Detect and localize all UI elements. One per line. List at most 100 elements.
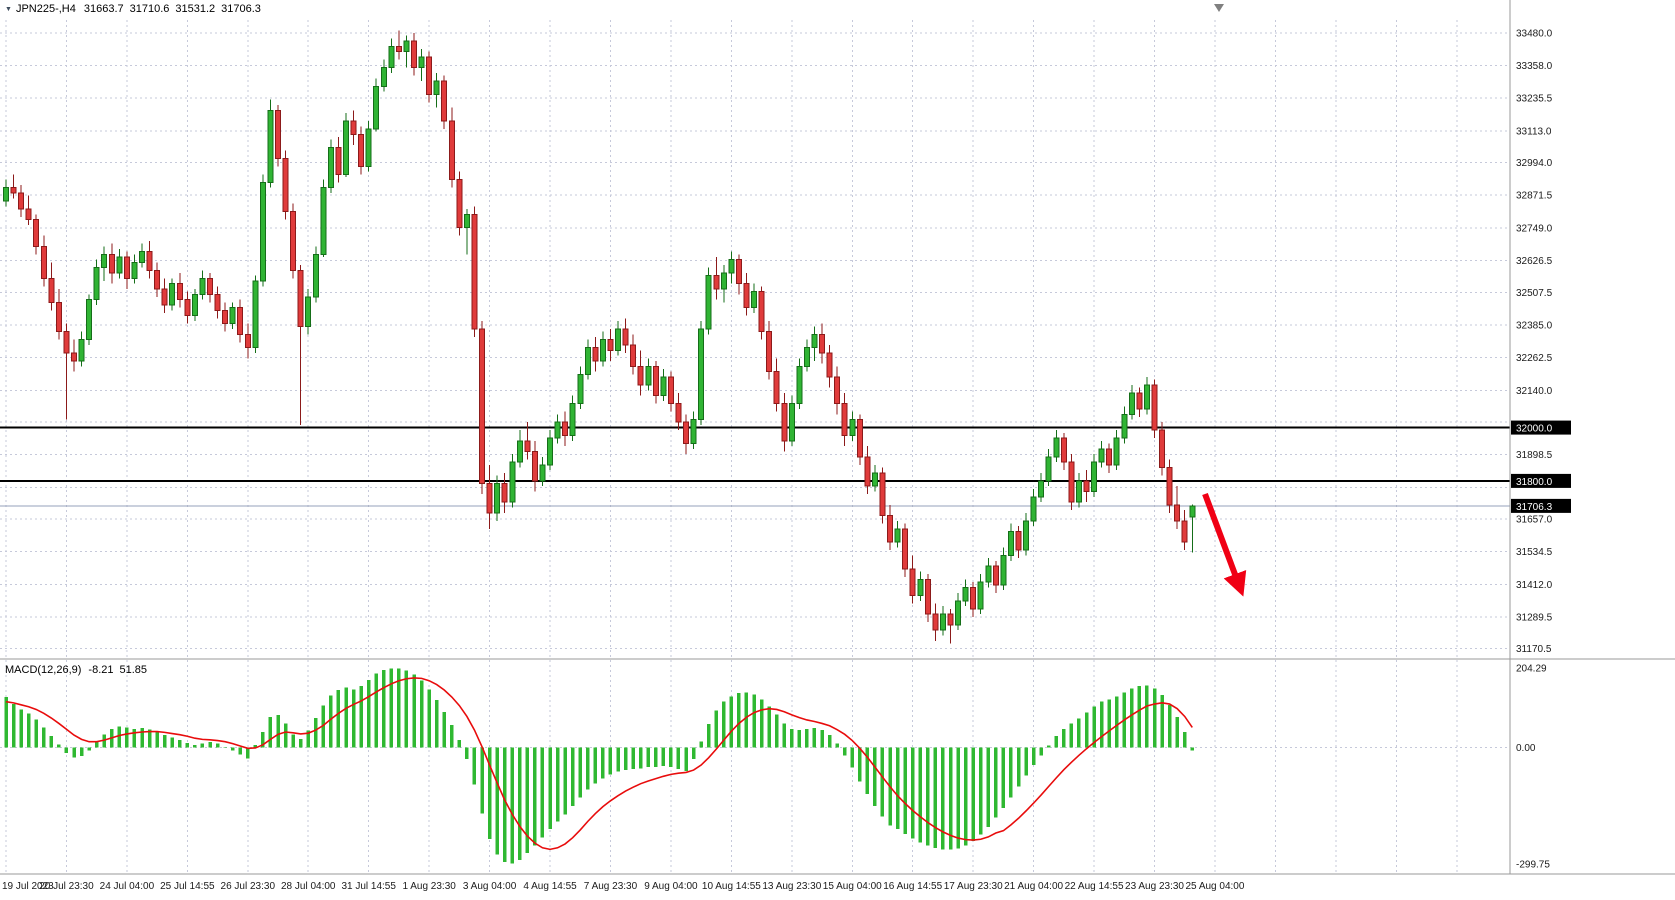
candle [1075, 480, 1082, 503]
candle [86, 299, 93, 341]
candle [803, 347, 810, 367]
candle [970, 587, 977, 610]
candle [116, 256, 123, 274]
candle [10, 187, 17, 194]
macd-histogram [4, 668, 1195, 864]
svg-text:-299.75: -299.75 [1516, 860, 1550, 871]
trend-arrow[interactable] [1202, 492, 1247, 597]
candle [1083, 480, 1090, 493]
candle [327, 147, 334, 189]
svg-text:31657.0: 31657.0 [1516, 515, 1553, 526]
candle [25, 208, 32, 221]
candle [350, 120, 357, 135]
candle [509, 461, 516, 503]
candle [562, 421, 569, 437]
svg-text:33358.0: 33358.0 [1516, 61, 1553, 72]
candle [735, 259, 742, 285]
svg-text:32626.5: 32626.5 [1516, 256, 1553, 267]
candle [917, 579, 924, 597]
svg-text:21 Aug 04:00: 21 Aug 04:00 [1004, 881, 1063, 892]
candle [531, 451, 538, 482]
candle [33, 219, 40, 247]
svg-text:9 Aug 04:00: 9 Aug 04:00 [644, 881, 698, 892]
candle [819, 333, 826, 354]
candle [516, 440, 523, 463]
macd-axis-labels: 204.29 0.00 -299.75 [1516, 664, 1550, 871]
chart-shift-marker[interactable] [1214, 4, 1224, 12]
candle [720, 272, 727, 290]
svg-text:25 Aug 04:00: 25 Aug 04:00 [1185, 881, 1244, 892]
candle [312, 253, 319, 298]
candle [569, 403, 576, 437]
candle [788, 403, 795, 442]
candle [214, 293, 221, 311]
candle [1068, 461, 1075, 503]
svg-text:16 Aug 14:55: 16 Aug 14:55 [883, 881, 942, 892]
candle [932, 613, 939, 631]
svg-text:1 Aug 23:30: 1 Aug 23:30 [402, 881, 456, 892]
candle [554, 421, 561, 439]
candle [40, 245, 47, 279]
svg-text:31170.5: 31170.5 [1516, 644, 1552, 655]
svg-text:33480.0: 33480.0 [1516, 28, 1553, 39]
candle [939, 613, 946, 631]
bar-open-value: 31663.7 [83, 3, 124, 15]
candle [577, 373, 584, 405]
svg-text:32385.0: 32385.0 [1516, 320, 1553, 331]
svg-text:17 Aug 23:30: 17 Aug 23:30 [944, 881, 1003, 892]
candle [615, 328, 622, 351]
candle [388, 45, 395, 69]
candle [252, 280, 259, 349]
candle [395, 45, 402, 53]
svg-text:33235.5: 33235.5 [1516, 94, 1553, 105]
candle [985, 565, 992, 583]
candle [290, 211, 297, 271]
candle [93, 267, 100, 301]
candle [176, 283, 183, 301]
candle [773, 371, 780, 405]
candle [698, 328, 705, 421]
candle [894, 528, 901, 543]
candle [796, 365, 803, 405]
candle [887, 515, 894, 543]
svg-text:32871.5: 32871.5 [1516, 191, 1553, 202]
candle [584, 347, 591, 375]
svg-text:26 Jul 23:30: 26 Jul 23:30 [221, 881, 276, 892]
bar-high-value: 31710.6 [129, 3, 170, 15]
candle [471, 213, 478, 330]
price-axis-labels[interactable]: 33480.0 33358.0 33235.5 33113.0 32994.0 32871… [1516, 28, 1553, 655]
svg-text:32140.0: 32140.0 [1516, 386, 1553, 397]
current-price-tag: 31706.3 [1511, 498, 1571, 513]
candle [267, 109, 274, 183]
candle [358, 133, 365, 167]
candle [1166, 467, 1173, 506]
candle [826, 352, 833, 378]
candle [879, 472, 886, 517]
svg-text:31412.0: 31412.0 [1516, 580, 1553, 591]
candle [1121, 413, 1128, 439]
candle [1136, 392, 1143, 410]
candle [123, 256, 130, 279]
candle [743, 283, 750, 309]
candle [305, 296, 312, 327]
symbol-timeframe-label: JPN225-,H4 [15, 3, 76, 15]
candle [909, 568, 916, 597]
svg-text:23 Aug 23:30: 23 Aug 23:30 [1125, 881, 1184, 892]
bar-close-value: 31706.3 [221, 3, 261, 15]
symbol-header: ▼ JPN225-,H4 31663.7 31710.6 31531.2 317… [5, 3, 267, 15]
svg-text:31289.5: 31289.5 [1516, 613, 1553, 624]
candle [161, 288, 168, 306]
symbol-dropdown-icon[interactable]: ▼ [5, 5, 12, 13]
candle [811, 333, 818, 349]
candle [962, 587, 969, 602]
candle [1151, 384, 1158, 431]
candle [411, 40, 418, 69]
candlestick-series [3, 30, 1196, 644]
candle [947, 613, 954, 626]
svg-text:20 Jul 23:30: 20 Jul 23:30 [39, 881, 94, 892]
svg-text:31898.5: 31898.5 [1516, 450, 1553, 461]
candle [1000, 555, 1007, 586]
candle [607, 339, 614, 351]
